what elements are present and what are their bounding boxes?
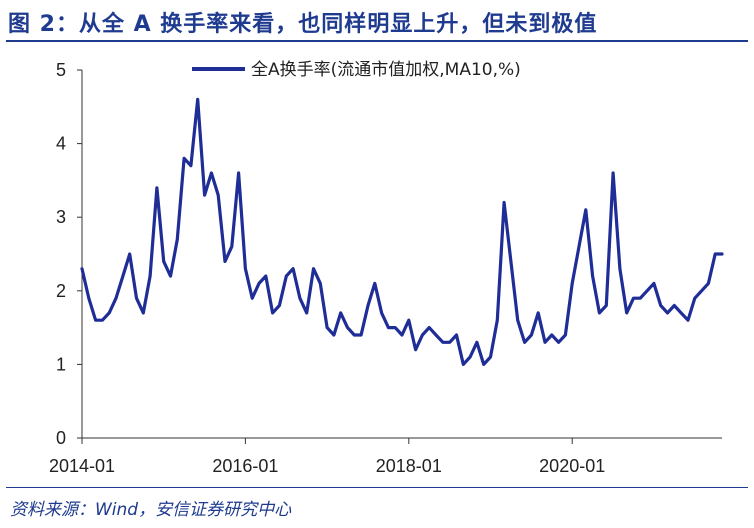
title-underline [6,40,748,42]
source-divider [6,487,748,488]
chart-axes: 0 1 2 3 4 5 2014-01 2016-01 2018-01 2020-01 [49,60,722,476]
x-tick-label: 2014-01 [49,456,115,476]
y-tick-label: 1 [56,354,66,374]
y-tick-label: 2 [56,281,66,301]
y-tick-label: 0 [56,428,66,448]
figure-title: 图 2：从全 A 换手率来看，也同样明显上升，但未到极值 [8,12,598,37]
chart-legend: 全A换手率(流通市值加权,MA10,%) [192,60,521,80]
x-tick-label: 2018-01 [376,456,442,476]
x-tick-label: 2016-01 [212,456,278,476]
source-note: 资料来源：Wind，安信证券研究中心 [10,500,292,520]
y-tick-label: 5 [56,60,66,80]
x-tick-label: 2020-01 [539,456,605,476]
y-tick-label: 3 [56,207,66,227]
series-layer [80,97,724,366]
legend-label: 全A换手率(流通市值加权,MA10,%) [251,60,521,80]
series-line [80,97,724,366]
y-tick-label: 4 [56,134,66,154]
